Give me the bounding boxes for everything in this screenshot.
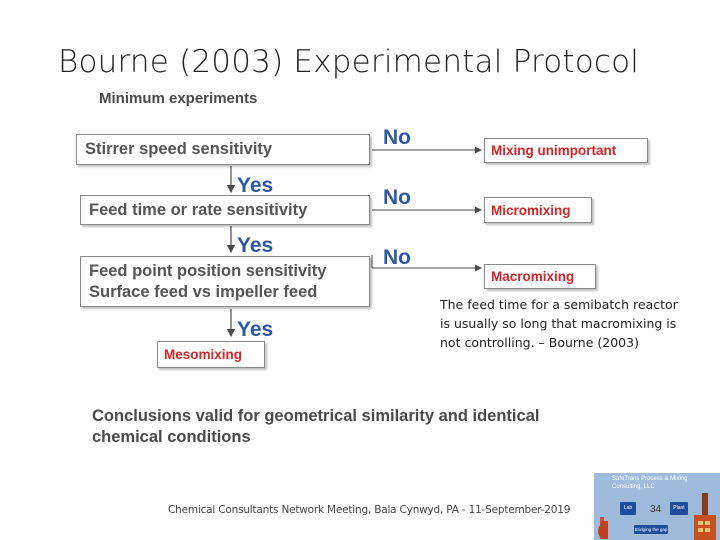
micromixing-label: Micromixing — [491, 202, 571, 218]
page-number: 34 — [650, 504, 662, 515]
logo-chip-left: Lab — [620, 502, 636, 515]
yes-label-2: Yes — [237, 234, 274, 257]
mesomixing-label: Mesomixing — [164, 347, 243, 362]
feed-point-label-2: Surface feed vs impeller feed — [89, 282, 318, 301]
company-logo: SafeTrans Process & Mixing Consulting, L… — [594, 473, 720, 540]
feed-time-box: Feed time or rate sensitivity — [80, 195, 370, 225]
macromixing-label: Macromixing — [491, 269, 575, 284]
footer-text: Chemical Consultants Network Meeting, Ba… — [168, 504, 571, 516]
stirrer-speed-box: Stirrer speed sensitivity — [76, 134, 370, 165]
mixing-unimportant-label: Mixing unimportant — [491, 143, 617, 158]
feed-point-label-1: Feed point position sensitivity — [89, 261, 327, 280]
no-label-1: No — [383, 126, 411, 149]
mixing-unimportant-box: Mixing unimportant — [484, 138, 648, 163]
micromixing-box: Micromixing — [484, 197, 592, 223]
logo-company-name: SafeTrans Process & Mixing Consulting, L… — [612, 476, 688, 490]
slide-title: Bourne (2003) Experimental Protocol — [58, 44, 640, 80]
feed-time-note: The feed time for a semibatch reactor is… — [440, 297, 678, 350]
no-label-2: No — [383, 186, 411, 209]
logo-tagline: Bridging the gap — [634, 525, 668, 534]
feed-point-box: Feed point position sensitivity Surface … — [80, 256, 370, 307]
yes-label-1: Yes — [237, 174, 274, 197]
mesomixing-box: Mesomixing — [157, 341, 265, 368]
logo-chip-right: Plant — [670, 502, 688, 515]
feed-time-label: Feed time or rate sensitivity — [89, 200, 308, 219]
logo-graphic — [598, 493, 716, 540]
macromixing-box: Macromixing — [484, 264, 596, 289]
subheading: Minimum experiments — [99, 90, 258, 107]
conclusion-text: Conclusions valid for geometrical simila… — [92, 407, 540, 446]
stirrer-speed-label: Stirrer speed sensitivity — [85, 140, 273, 158]
no-label-3: No — [383, 246, 411, 269]
yes-label-3: Yes — [237, 318, 274, 341]
